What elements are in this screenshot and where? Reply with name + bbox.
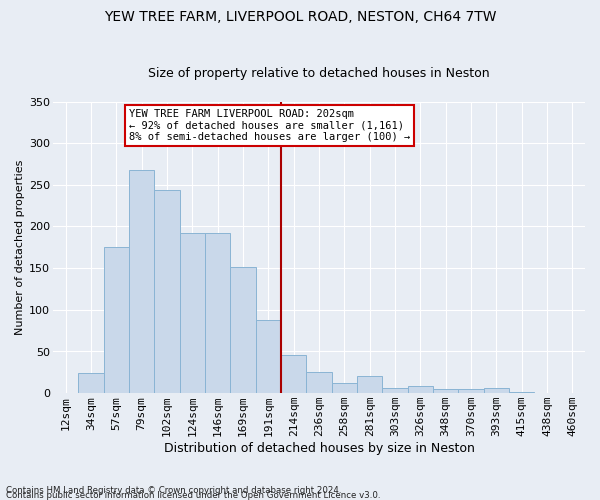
Bar bbox=[357, 376, 382, 393]
Bar bbox=[332, 383, 357, 393]
X-axis label: Distribution of detached houses by size in Neston: Distribution of detached houses by size … bbox=[164, 442, 475, 455]
Text: Contains HM Land Registry data © Crown copyright and database right 2024.: Contains HM Land Registry data © Crown c… bbox=[6, 486, 341, 495]
Bar bbox=[79, 373, 104, 393]
Bar bbox=[484, 388, 509, 393]
Bar bbox=[407, 386, 433, 393]
Bar bbox=[129, 170, 154, 393]
Bar bbox=[205, 233, 230, 393]
Bar bbox=[256, 320, 281, 393]
Title: Size of property relative to detached houses in Neston: Size of property relative to detached ho… bbox=[148, 66, 490, 80]
Bar bbox=[509, 392, 535, 393]
Text: YEW TREE FARM, LIVERPOOL ROAD, NESTON, CH64 7TW: YEW TREE FARM, LIVERPOOL ROAD, NESTON, C… bbox=[104, 10, 496, 24]
Text: Contains public sector information licensed under the Open Government Licence v3: Contains public sector information licen… bbox=[6, 491, 380, 500]
Bar bbox=[154, 190, 180, 393]
Bar bbox=[382, 388, 407, 393]
Bar bbox=[180, 233, 205, 393]
Bar bbox=[230, 266, 256, 393]
Bar bbox=[458, 389, 484, 393]
Bar bbox=[281, 355, 307, 393]
Bar bbox=[307, 372, 332, 393]
Bar bbox=[104, 248, 129, 393]
Text: YEW TREE FARM LIVERPOOL ROAD: 202sqm
← 92% of detached houses are smaller (1,161: YEW TREE FARM LIVERPOOL ROAD: 202sqm ← 9… bbox=[129, 109, 410, 142]
Y-axis label: Number of detached properties: Number of detached properties bbox=[15, 160, 25, 335]
Bar bbox=[433, 389, 458, 393]
